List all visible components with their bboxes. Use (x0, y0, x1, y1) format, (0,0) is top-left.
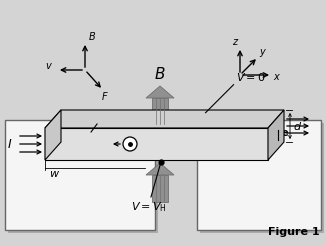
Text: $y$: $y$ (259, 47, 267, 59)
Bar (197, 120, 321, 230)
Text: $x$: $x$ (273, 72, 281, 82)
Polygon shape (45, 110, 61, 160)
Text: $z$: $z$ (232, 37, 239, 47)
Text: Figure 1: Figure 1 (268, 227, 320, 237)
Text: $F$: $F$ (101, 90, 109, 102)
Polygon shape (268, 110, 284, 160)
Text: $v$: $v$ (45, 61, 53, 71)
Bar (152, 98, 168, 125)
Bar (8, 123, 158, 233)
Text: System: System (239, 139, 279, 149)
Text: $F = -q\,v\,\mathbf{x}\,B$: $F = -q\,v\,\mathbf{x}\,B$ (51, 140, 110, 153)
Bar (152, 175, 168, 202)
Text: $I$: $I$ (7, 137, 12, 150)
Text: Coordinate: Coordinate (229, 128, 289, 138)
Polygon shape (45, 128, 268, 160)
Bar (5, 120, 155, 230)
Text: $V = V_{\mathrm{H}}$: $V = V_{\mathrm{H}}$ (131, 200, 167, 214)
Bar (200, 123, 324, 233)
Text: $B$: $B$ (154, 66, 166, 82)
Polygon shape (146, 86, 174, 98)
Text: $B$: $B$ (88, 30, 96, 42)
Text: Lorentz Force: Lorentz Force (45, 128, 115, 137)
Text: $w$: $w$ (49, 169, 60, 179)
Text: $V = 0$: $V = 0$ (236, 71, 265, 83)
Text: $d$: $d$ (293, 120, 302, 132)
Polygon shape (45, 110, 284, 128)
Circle shape (123, 137, 137, 151)
Polygon shape (146, 163, 174, 175)
